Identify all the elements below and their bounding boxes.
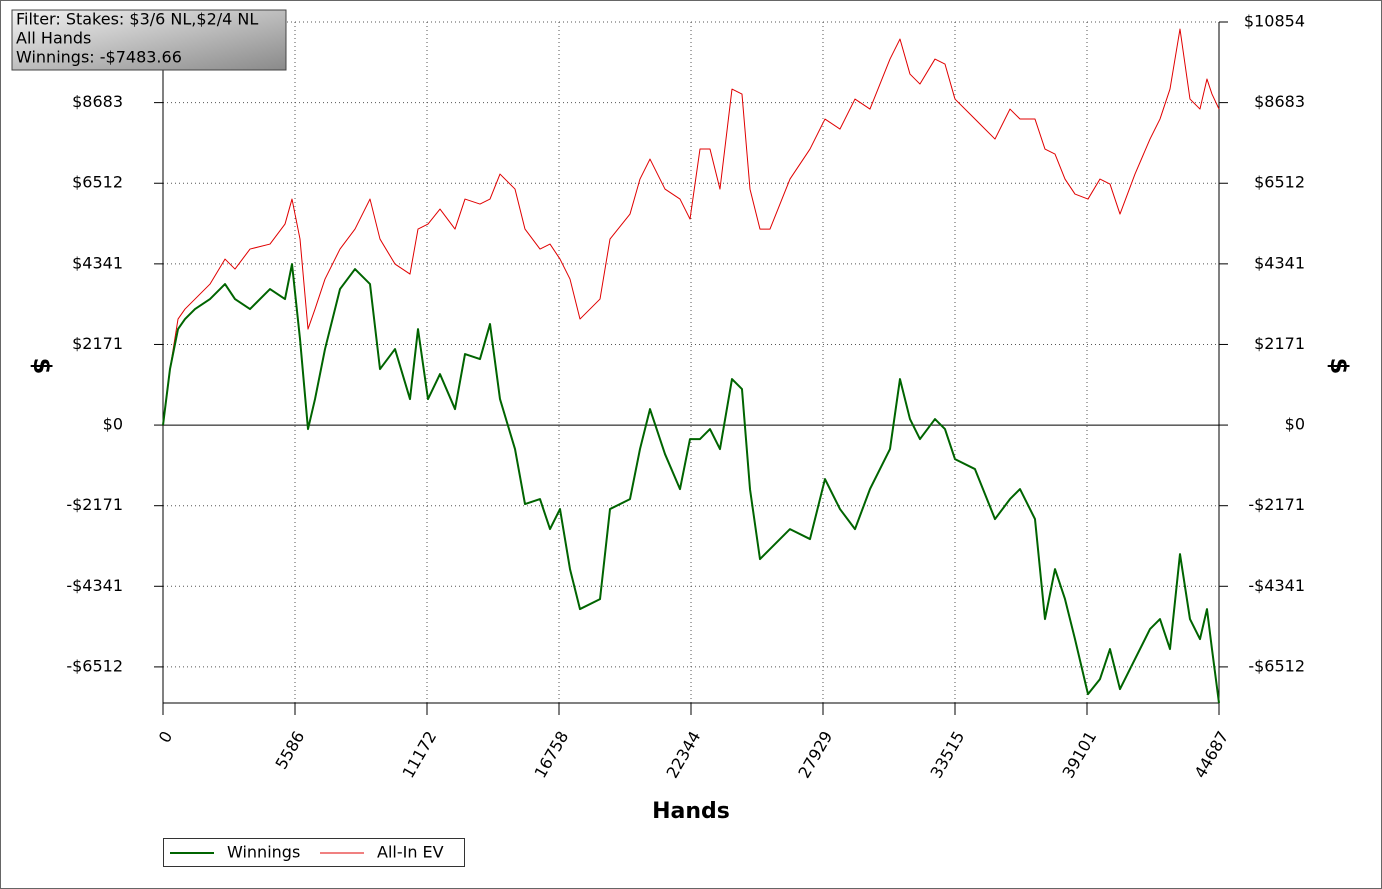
y2-tick-label: $8683	[1254, 92, 1305, 111]
y2-tick-label: -$2171	[1248, 495, 1305, 514]
y-tick-label: $2171	[72, 334, 123, 353]
y-tick-label: $0	[103, 415, 123, 434]
y2-tick-label: -$6512	[1248, 656, 1305, 675]
y-tick-label: $6512	[72, 173, 123, 192]
x-axis-title: Hands	[652, 799, 730, 824]
y2-tick-label: $10854	[1244, 12, 1305, 31]
y2-tick-label: $6512	[1254, 173, 1305, 192]
series-line	[162, 263, 1220, 704]
filter-text: Filter: Stakes: $3/6 NL,$2/4 NL	[16, 10, 258, 29]
y-tick-label: $8683	[72, 92, 123, 111]
y-axis-title: $	[28, 358, 56, 375]
y2-tick-label: $0	[1285, 415, 1305, 434]
y2-tick-label: $2171	[1254, 334, 1305, 353]
y2-tick-label: $4341	[1254, 253, 1305, 272]
y-tick-label: -$2171	[66, 495, 123, 514]
y2-tick-label: -$4341	[1248, 576, 1305, 595]
series-line	[162, 28, 1220, 426]
y-tick-label: $4341	[72, 253, 123, 272]
filter-text: All Hands	[16, 29, 91, 48]
filter-text: Winnings: -$7483.66	[16, 48, 182, 67]
y-tick-label: -$4341	[66, 576, 123, 595]
legend-label: Winnings	[227, 843, 300, 862]
filter-box	[11, 9, 287, 71]
y-tick-label: -$6512	[66, 656, 123, 675]
y2-axis-title: $	[1325, 358, 1353, 375]
legend-label: All-In EV	[377, 843, 444, 862]
